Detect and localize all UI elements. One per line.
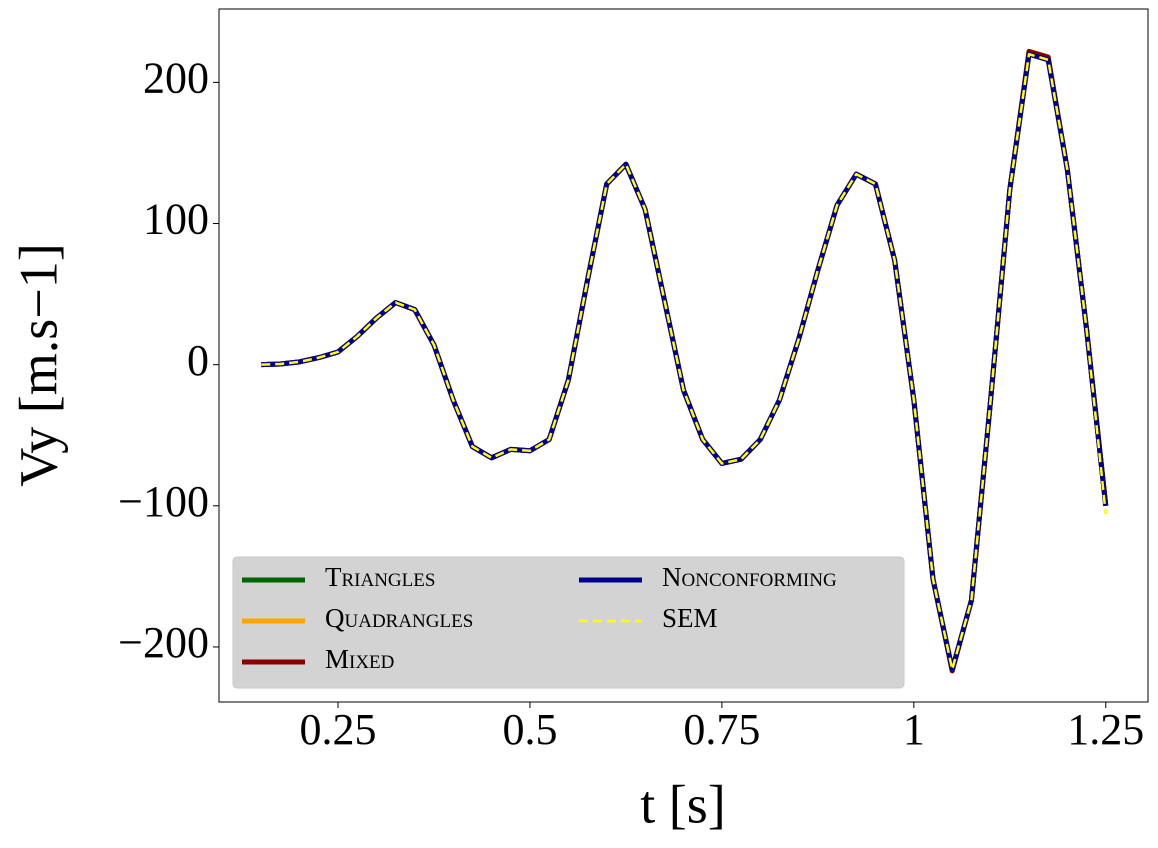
x-tick-label: 1 <box>903 705 925 754</box>
plot-frame <box>218 8 1149 703</box>
y-tick-label: −100 <box>118 477 209 526</box>
legend: Triangles Quadrangles Mixed Nonconforming SE… <box>232 556 905 689</box>
y-tick-label: 200 <box>143 53 209 102</box>
x-tick-label: 0.25 <box>300 705 377 754</box>
y-axis-label: Vy [m.s−1] <box>8 243 68 486</box>
legend-box <box>232 556 905 689</box>
y-tick-label: −200 <box>118 618 209 667</box>
x-tick-label: 1.25 <box>1067 705 1144 754</box>
legend-label: Nonconforming <box>662 562 837 592</box>
plot-lines <box>261 48 1109 674</box>
legend-label: Quadrangles <box>325 603 473 633</box>
series-line <box>261 52 1108 671</box>
legend-label: SEM <box>662 603 718 633</box>
legend-label: Triangles <box>325 562 435 592</box>
x-tick-label: 0.75 <box>683 705 760 754</box>
y-tick-label: 0 <box>187 336 209 385</box>
legend-label: Mixed <box>325 644 394 674</box>
x-tick-label: 0.5 <box>502 705 557 754</box>
y-tick-label: 100 <box>143 195 209 244</box>
x-axis-label: t [s] <box>640 774 725 834</box>
